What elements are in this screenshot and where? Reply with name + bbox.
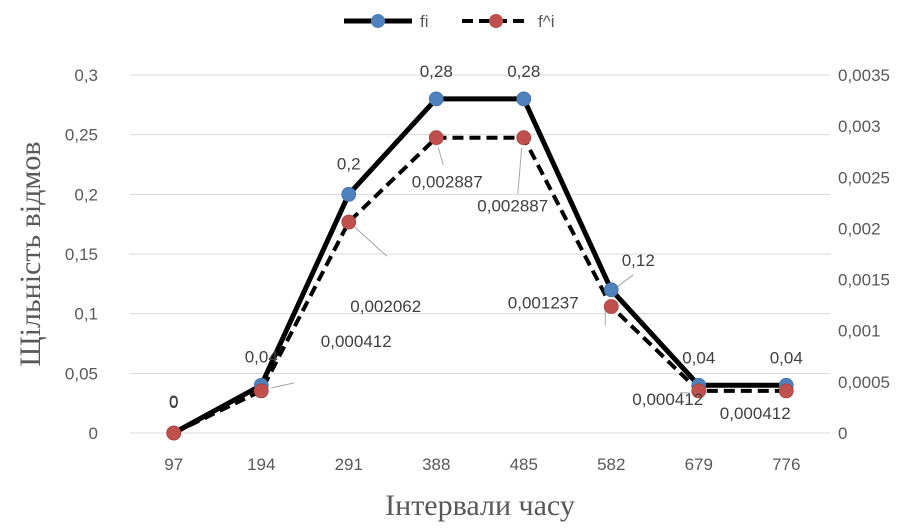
x-tick-label: 679	[685, 455, 713, 474]
y-axis-title: Щільність відмов	[14, 141, 47, 366]
data-label-f-hat-i: 0,002062	[350, 297, 421, 316]
x-tick-label: 97	[164, 455, 183, 474]
x-axis-ticks: 97 194 291 388 485 582 679 776	[164, 455, 800, 474]
data-label-fi: 0	[169, 393, 178, 412]
x-tick-label: 291	[335, 455, 363, 474]
x-tick-label: 194	[247, 455, 275, 474]
data-label-fi: 0,28	[420, 62, 453, 81]
marker-f-hat-i	[603, 299, 619, 314]
marker-f-hat-i	[516, 130, 532, 146]
data-labels: 00,040,20,28 0,280,120,04 0,0400,0004120,0…	[169, 62, 803, 423]
leader-line	[616, 274, 634, 288]
y-tick-label: 0,3	[74, 66, 98, 85]
leader-line	[354, 226, 388, 257]
x-tick-label: 388	[422, 455, 450, 474]
marker-fi	[603, 282, 619, 298]
data-label-fi: 0,04	[245, 347, 278, 366]
data-label-fi: 0,04	[770, 348, 803, 367]
marker-fi	[516, 91, 532, 107]
leader-line	[517, 147, 523, 194]
marker-f-hat-i	[253, 383, 269, 399]
marker-fi	[341, 186, 357, 202]
legend-label-f-hat-i: f^i	[538, 12, 554, 31]
x-tick-label: 485	[510, 455, 538, 474]
x-axis-title: Інтервали часу	[385, 489, 575, 522]
y2-tick-label: 0,0035	[838, 66, 890, 85]
marker-f-hat-i	[778, 383, 794, 399]
data-label-f-hat-i: 0,002887	[412, 173, 483, 192]
data-label-fi: 0,2	[337, 154, 361, 173]
data-label-f-hat-i: 0,000412	[632, 390, 703, 409]
marker-fi	[428, 91, 444, 107]
series-markers	[166, 91, 794, 441]
leader-lines	[271, 147, 690, 394]
gridlines	[130, 74, 830, 434]
series-line-fi	[172, 96, 787, 436]
data-label-f-hat-i: 0	[169, 392, 178, 411]
legend: fi f^i	[344, 12, 554, 31]
legend-marker-f-hat-i	[489, 14, 503, 28]
right-axis-ticks: 0 0,0005 0,001 0,0015 0,002 0,0025 0,003 0,0035	[838, 66, 890, 443]
data-label-f-hat-i: 0,000412	[720, 404, 791, 423]
y2-tick-label: 0	[838, 424, 847, 443]
y2-tick-label: 0,003	[838, 117, 881, 136]
data-label-f-hat-i: 0,001237	[508, 293, 579, 312]
y-tick-label: 0,15	[65, 245, 98, 264]
marker-f-hat-i	[428, 130, 444, 146]
y2-tick-label: 0,0015	[838, 271, 890, 290]
data-label-fi: 0,28	[507, 62, 540, 81]
y2-tick-label: 0,001	[838, 322, 881, 341]
data-label-fi: 0,12	[622, 251, 655, 270]
leader-line	[271, 382, 295, 389]
y-tick-label: 0,2	[74, 185, 98, 204]
x-tick-label: 776	[772, 455, 800, 474]
leader-line	[437, 147, 444, 165]
data-label-f-hat-i: 0,002887	[477, 197, 548, 216]
y2-tick-label: 0,0005	[838, 373, 890, 392]
x-tick-label: 582	[597, 455, 625, 474]
marker-f-hat-i	[166, 425, 182, 441]
y-tick-label: 0	[89, 424, 98, 443]
left-axis-ticks: 0 0,05 0,1 0,15 0,2 0,25 0,3	[65, 66, 98, 443]
data-label-f-hat-i: 0,000412	[321, 332, 392, 351]
series-lines	[172, 96, 787, 436]
y2-tick-label: 0,002	[838, 219, 881, 238]
y-tick-label: 0,25	[65, 126, 98, 145]
y-tick-label: 0,1	[74, 305, 98, 324]
legend-label-fi: fi	[420, 12, 429, 31]
marker-f-hat-i	[691, 383, 707, 399]
marker-f-hat-i	[341, 214, 357, 230]
data-label-fi: 0,04	[682, 348, 715, 367]
legend-marker-fi	[371, 14, 385, 28]
series-line-f-hat-i	[172, 135, 787, 435]
y2-tick-label: 0,0025	[838, 168, 890, 187]
y-tick-label: 0,05	[65, 364, 98, 383]
